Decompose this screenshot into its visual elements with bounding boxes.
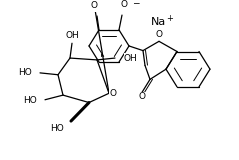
Text: O: O — [120, 0, 127, 9]
Text: OH: OH — [65, 31, 79, 40]
Text: OH: OH — [124, 54, 138, 63]
Text: +: + — [167, 14, 174, 23]
Text: Na: Na — [151, 17, 166, 27]
Text: HO: HO — [50, 124, 64, 133]
Text: O: O — [91, 0, 98, 9]
Text: HO: HO — [18, 68, 32, 77]
Text: ': ' — [100, 53, 103, 63]
Text: O: O — [138, 92, 146, 101]
Text: O: O — [109, 89, 116, 98]
Text: O: O — [156, 30, 163, 40]
Text: HO: HO — [23, 96, 37, 105]
Text: −: − — [132, 0, 140, 8]
